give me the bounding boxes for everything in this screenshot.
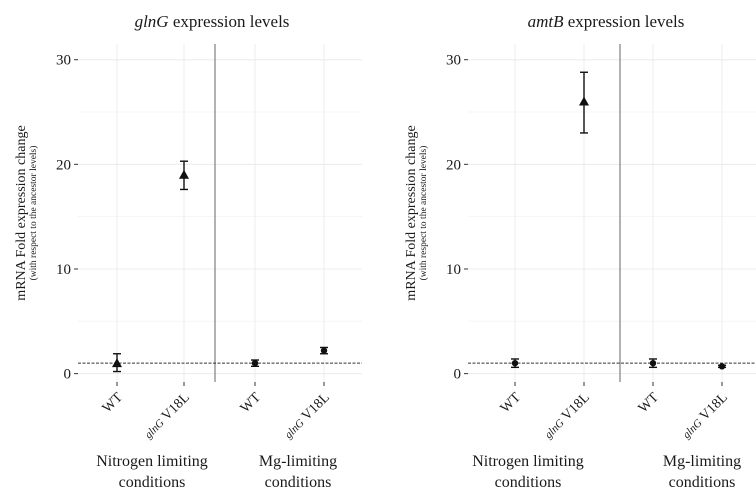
x-tick-label-text: WT xyxy=(636,390,662,416)
y-axis-subtitle: (with respect to the ancestor levels) xyxy=(418,146,429,281)
y-tick-label: 0 xyxy=(454,367,462,383)
chart-panel-1: glnG expression levels 0 10 20 30 mRNA Fold e… xyxy=(14,12,362,491)
y-tick-label: 20 xyxy=(56,157,71,173)
x-tick-label: glnG V18L xyxy=(679,390,731,442)
y-tick-label: 30 xyxy=(446,53,461,69)
data-point-triangle xyxy=(112,358,122,368)
group-label: conditions xyxy=(495,474,562,491)
group-label: conditions xyxy=(669,474,736,491)
x-tick-label: glnG V18L xyxy=(281,390,333,442)
x-tick-label-text: WT xyxy=(238,390,264,416)
group-label: Nitrogen limiting xyxy=(472,453,584,470)
y-tick-label: 10 xyxy=(56,262,71,278)
data-point-circle xyxy=(511,359,519,367)
group-label: Mg-limiting xyxy=(259,453,337,470)
group-label: Nitrogen limiting xyxy=(96,453,208,470)
x-tick-label-text: V18L xyxy=(695,390,731,426)
x-tick-label-text: V18L xyxy=(157,390,193,426)
x-tick-label-text: WT xyxy=(100,390,126,416)
x-tick-label-text: V18L xyxy=(557,390,593,426)
group-label: Mg-limiting xyxy=(663,453,741,470)
group-label: conditions xyxy=(119,474,186,491)
data-point-circle xyxy=(251,359,259,367)
chart-title-rest: expression levels xyxy=(169,12,290,31)
y-axis-title: mRNA Fold expression change xyxy=(14,125,29,300)
chart-panel-2: amtB expression levels 0 10 20 30 mRNA Fold e… xyxy=(404,12,756,491)
x-tick-label: glnG V18L xyxy=(141,390,193,442)
group-label: conditions xyxy=(265,474,332,491)
chart-title: amtB expression levels xyxy=(528,12,685,31)
data-point-triangle xyxy=(579,96,589,106)
x-tick-label: glnG V18L xyxy=(541,390,593,442)
data-point-circle xyxy=(320,347,328,354)
y-tick-label: 10 xyxy=(446,262,461,278)
chart-title: glnG expression levels xyxy=(135,12,290,31)
chart-title-rest: expression levels xyxy=(564,12,685,31)
y-tick-label: 30 xyxy=(56,53,71,69)
x-tick-label-text: WT xyxy=(498,390,524,416)
y-tick-label: 20 xyxy=(446,157,461,173)
data-point-triangle xyxy=(179,169,189,179)
y-axis-subtitle: (with respect to the ancestor levels) xyxy=(28,146,39,281)
x-tick-label: WT xyxy=(100,390,126,416)
x-tick-label: WT xyxy=(238,390,264,416)
y-axis-title: mRNA Fold expression change xyxy=(404,125,419,300)
chart-title-italic: amtB xyxy=(528,12,565,31)
data-point-circle xyxy=(649,359,657,367)
x-tick-label: WT xyxy=(636,390,662,416)
data-point-circle xyxy=(718,363,726,370)
chart-title-italic: glnG xyxy=(135,12,169,31)
y-tick-label: 0 xyxy=(64,367,72,383)
x-tick-label-text: V18L xyxy=(297,390,333,426)
x-tick-label: WT xyxy=(498,390,524,416)
